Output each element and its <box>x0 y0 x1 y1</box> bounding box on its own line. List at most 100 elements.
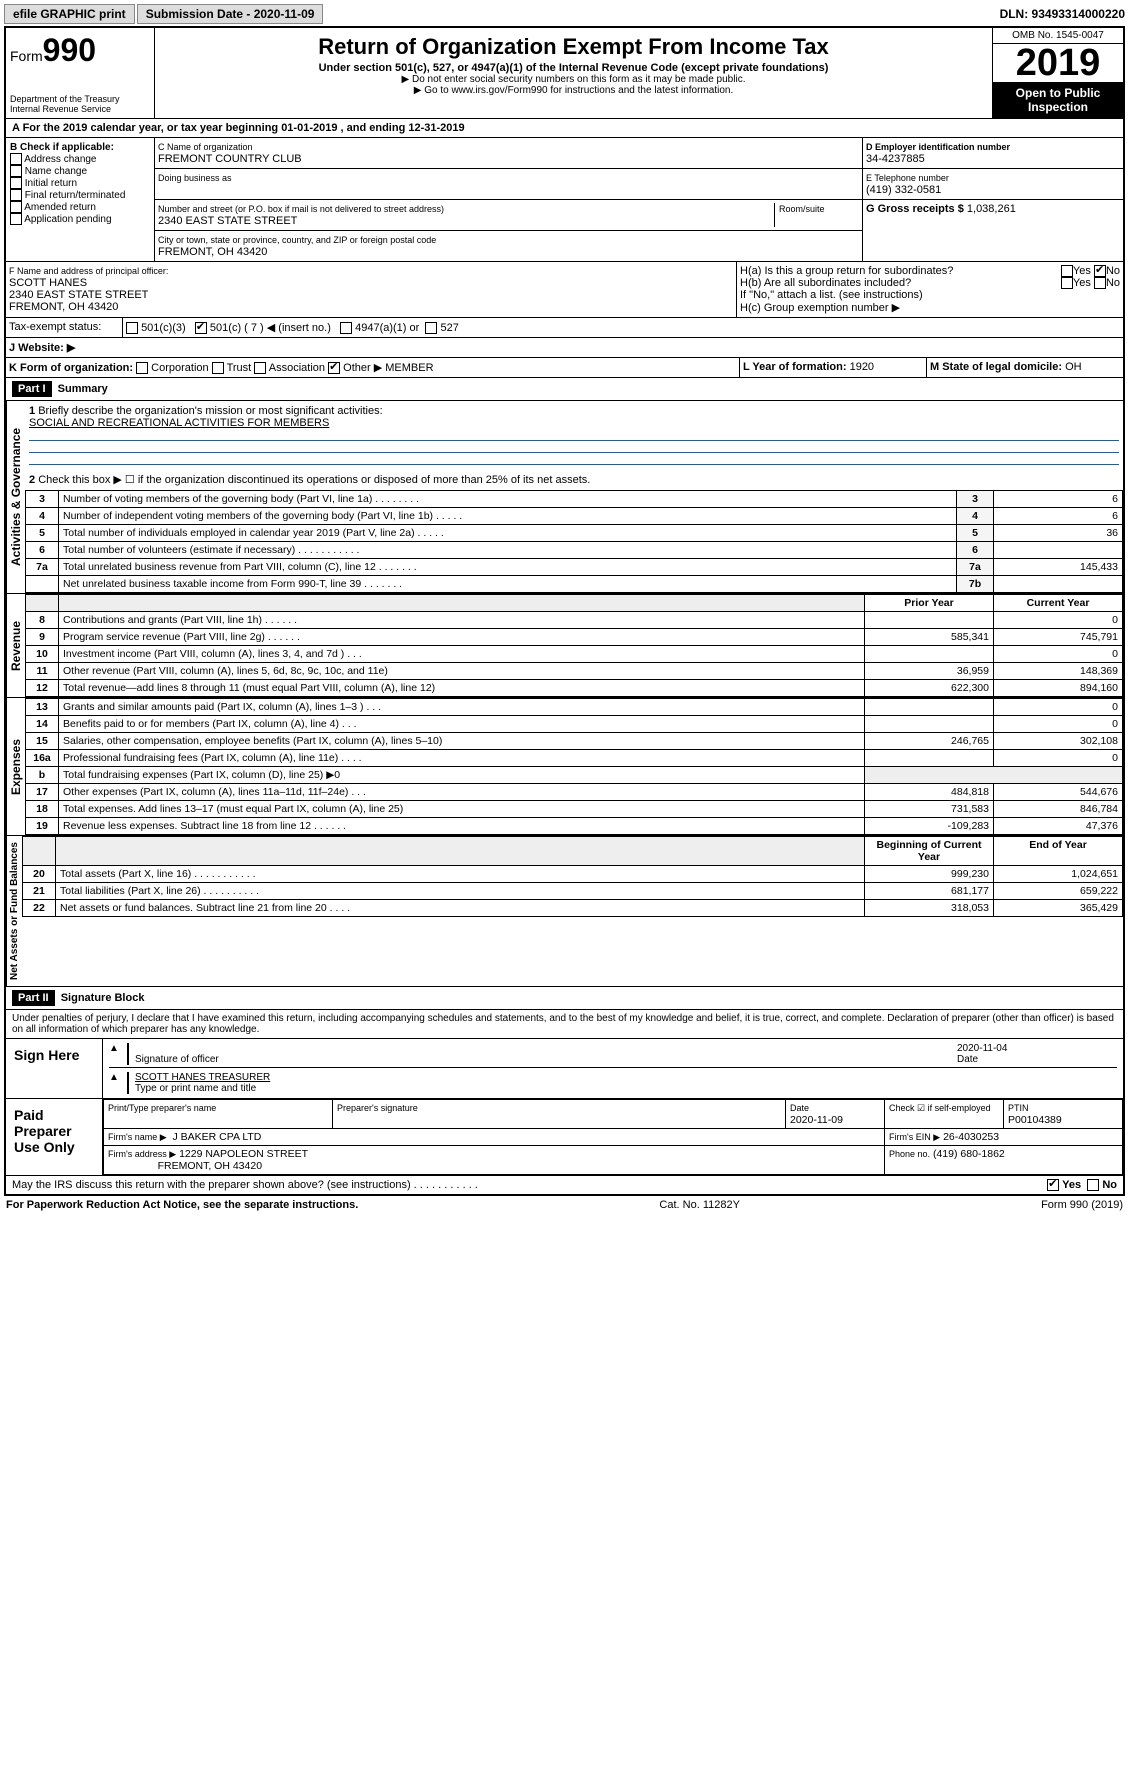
top-toolbar: efile GRAPHIC print Submission Date - 20… <box>4 4 1125 24</box>
4947-checkbox[interactable] <box>340 322 352 334</box>
discuss-no-checkbox[interactable] <box>1087 1179 1099 1191</box>
hc-label: H(c) Group exemption number ▶ <box>740 301 1120 314</box>
firm-city: FREMONT, OH 43420 <box>158 1160 262 1172</box>
dept-treasury: Department of the TreasuryInternal Reven… <box>10 94 150 114</box>
hb-yes-checkbox[interactable] <box>1061 277 1073 289</box>
form-footer: Form 990 (2019) <box>1041 1199 1123 1211</box>
city-state-zip: FREMONT, OH 43420 <box>158 246 267 258</box>
year-formation: 1920 <box>850 361 874 373</box>
527-checkbox[interactable] <box>425 322 437 334</box>
boxb-checkbox[interactable] <box>10 201 22 213</box>
firm-name-label: Firm's name ▶ <box>108 1132 167 1142</box>
mission-text: SOCIAL AND RECREATIONAL ACTIVITIES FOR M… <box>29 417 329 429</box>
part2-title: Signature Block <box>61 992 145 1004</box>
side-revenue: Revenue <box>6 594 25 697</box>
room-label: Room/suite <box>779 204 825 214</box>
gross-receipts: 1,038,261 <box>967 203 1016 215</box>
phone-label: Phone no. <box>889 1149 930 1159</box>
perjury-text: Under penalties of perjury, I declare th… <box>6 1010 1123 1039</box>
ssn-note: ▶ Do not enter social security numbers o… <box>159 74 988 85</box>
tax-year: 2019 <box>993 44 1123 82</box>
firm-ein: 26-4030253 <box>943 1131 999 1143</box>
l2-label: Check this box ▶ ☐ if the organization d… <box>38 474 590 486</box>
officer-city: FREMONT, OH 43420 <box>9 301 118 313</box>
boxb-checkbox[interactable] <box>10 177 22 189</box>
box-b: B Check if applicable: Address change Na… <box>6 138 155 261</box>
sig-date: 2020-11-04 <box>957 1043 1007 1054</box>
name-title-label: Type or print name and title <box>135 1083 256 1094</box>
hb-label: H(b) Are all subordinates included? <box>740 277 911 289</box>
side-activities-governance: Activities & Governance <box>6 401 25 593</box>
part1-title: Summary <box>58 383 108 395</box>
501c-checkbox[interactable] <box>195 322 207 334</box>
form-title: Return of Organization Exempt From Incom… <box>159 34 988 60</box>
hb-attach: If "No," attach a list. (see instruction… <box>740 289 1120 301</box>
firm-addr: 1229 NAPOLEON STREET <box>179 1148 308 1160</box>
sig-officer-label: Signature of officer <box>135 1054 219 1065</box>
box-l-label: L Year of formation: <box>743 361 847 373</box>
part1-header: Part I <box>12 381 52 397</box>
l1-label: Briefly describe the organization's miss… <box>38 405 382 417</box>
prep-date-label: Date <box>790 1103 809 1113</box>
dln-text: DLN: 93493314000220 <box>1000 7 1125 21</box>
side-net-assets: Net Assets or Fund Balances <box>6 836 22 986</box>
ein: 34-4237885 <box>866 153 925 165</box>
org-name: FREMONT COUNTRY CLUB <box>158 153 302 165</box>
firm-name: J BAKER CPA LTD <box>173 1131 262 1143</box>
other-val: MEMBER <box>385 362 433 374</box>
boxb-checkbox[interactable] <box>10 213 22 225</box>
ha-no-checkbox[interactable] <box>1094 265 1106 277</box>
date-label: Date <box>957 1054 978 1065</box>
ptin: P00104389 <box>1008 1114 1062 1126</box>
box-k-label: K Form of organization: <box>9 362 133 374</box>
hb-no-checkbox[interactable] <box>1094 277 1106 289</box>
box-f-label: F Name and address of principal officer: <box>9 266 168 276</box>
officer-name: SCOTT HANES <box>9 277 87 289</box>
addr-label: Number and street (or P.O. box if mail i… <box>158 204 444 214</box>
ha-label: H(a) Is this a group return for subordin… <box>740 265 953 277</box>
prep-sig-label: Preparer's signature <box>337 1103 418 1113</box>
box-e-label: E Telephone number <box>866 173 949 183</box>
submission-date-button[interactable]: Submission Date - 2020-11-09 <box>137 4 324 24</box>
prep-name-label: Print/Type preparer's name <box>108 1103 216 1113</box>
efile-button[interactable]: efile GRAPHIC print <box>4 4 135 24</box>
discuss-label: May the IRS discuss this return with the… <box>12 1179 478 1191</box>
firm-ein-label: Firm's EIN ▶ <box>889 1132 940 1142</box>
check-self-employed: Check ☑ if self-employed <box>889 1103 991 1113</box>
city-label: City or town, state or province, country… <box>158 235 436 245</box>
period-line: A For the 2019 calendar year, or tax yea… <box>6 119 1123 138</box>
street-address: 2340 EAST STATE STREET <box>158 215 297 227</box>
501c3-checkbox[interactable] <box>126 322 138 334</box>
prep-date: 2020-11-09 <box>790 1114 843 1126</box>
telephone: (419) 332-0581 <box>866 184 941 196</box>
boxb-checkbox[interactable] <box>10 165 22 177</box>
box-g-label: G Gross receipts $ <box>866 203 964 215</box>
part2-header: Part II <box>12 990 55 1006</box>
officer-addr: 2340 EAST STATE STREET <box>9 289 148 301</box>
box-i-label: Tax-exempt status: <box>6 318 123 337</box>
boxb-checkbox[interactable] <box>10 189 22 201</box>
firm-addr-label: Firm's address ▶ <box>108 1149 176 1159</box>
ptin-label: PTIN <box>1008 1103 1029 1113</box>
goto-link[interactable]: ▶ Go to www.irs.gov/Form990 for instruct… <box>159 85 988 96</box>
pra-notice: For Paperwork Reduction Act Notice, see … <box>6 1199 358 1211</box>
firm-phone: (419) 680-1862 <box>933 1148 1005 1160</box>
trust-checkbox[interactable] <box>212 362 224 374</box>
form-number: Form990 <box>10 32 150 69</box>
state-domicile: OH <box>1065 361 1082 373</box>
boxb-checkbox[interactable] <box>10 153 22 165</box>
open-inspection: Open to Public Inspection <box>993 82 1123 118</box>
discuss-yes-checkbox[interactable] <box>1047 1179 1059 1191</box>
other-checkbox[interactable] <box>328 362 340 374</box>
officer-sig-name: SCOTT HANES TREASURER <box>135 1072 270 1083</box>
form-subtitle: Under section 501(c), 527, or 4947(a)(1)… <box>159 62 988 74</box>
assoc-checkbox[interactable] <box>254 362 266 374</box>
box-m-label: M State of legal domicile: <box>930 361 1062 373</box>
box-c-label: C Name of organization <box>158 142 253 152</box>
box-d-label: D Employer identification number <box>866 142 1010 152</box>
cat-number: Cat. No. 11282Y <box>659 1199 740 1211</box>
corp-checkbox[interactable] <box>136 362 148 374</box>
paid-preparer-label: Paid Preparer Use Only <box>6 1099 103 1175</box>
sign-here-label: Sign Here <box>6 1039 103 1098</box>
ha-yes-checkbox[interactable] <box>1061 265 1073 277</box>
